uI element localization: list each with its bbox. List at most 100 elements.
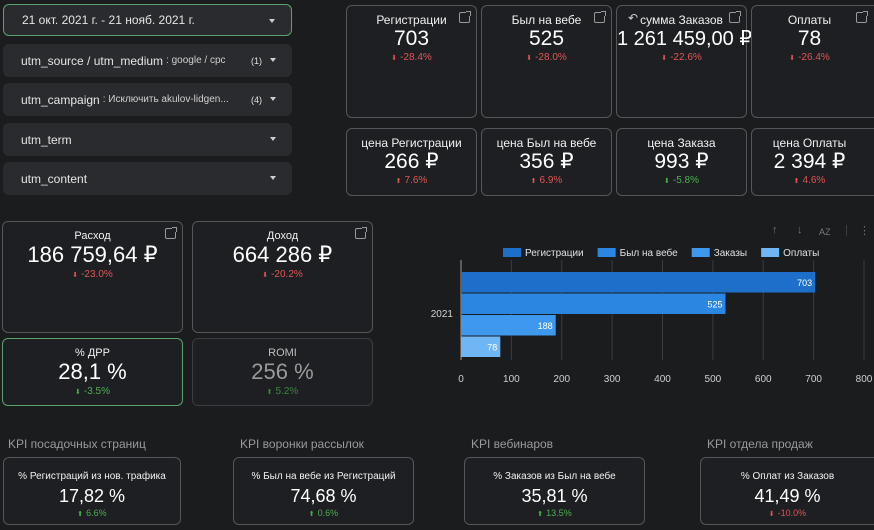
kpi-card-landing[interactable]: % Регистраций из нов. трафика 17,82 % 6.… — [3, 457, 181, 525]
x-tick-label: 800 — [856, 374, 873, 385]
chevron-down-icon — [270, 58, 276, 62]
legend-label: Был на вебе — [620, 247, 678, 259]
explore-icon[interactable] — [856, 11, 868, 23]
metric-title: % ДРР — [75, 347, 110, 359]
explore-icon[interactable] — [165, 227, 177, 239]
x-tick-label: 700 — [805, 374, 822, 385]
metric-delta: 7.6% — [347, 175, 476, 186]
chevron-down-icon — [270, 97, 276, 101]
x-tick-label: 200 — [553, 374, 570, 385]
metric-card-registrations[interactable]: Регистрации 703 -28.4% — [346, 5, 477, 118]
x-tick-label: 300 — [604, 374, 621, 385]
metric-title: цена Заказа — [647, 136, 716, 150]
kpi-title: % Регистраций из нов. трафика — [18, 471, 166, 482]
metric-delta: 4.6% — [752, 175, 867, 186]
metric-title: цена Был на вебе — [496, 136, 597, 150]
legend-label: Оплаты — [783, 248, 819, 259]
legend-label: Заказы — [714, 248, 747, 259]
metric-delta: -28.4% — [347, 52, 476, 63]
metric-card-attended[interactable]: Был на вебе 525 -28.0% — [481, 5, 612, 118]
date-range-label: 21 окт. 2021 г. - 21 нояб. 2021 г. — [22, 13, 195, 27]
kpi-section-label: KPI вебинаров — [471, 437, 554, 451]
metric-card-romi[interactable]: ROMI 256 % 5.2% — [192, 338, 373, 406]
explore-icon[interactable] — [355, 227, 367, 239]
y-category-label: 2021 — [431, 309, 454, 320]
kpi-delta: 13.5% — [465, 508, 644, 518]
kpi-card-webinars[interactable]: % Заказов из Был на вебе 35,81 % 13.5% — [464, 457, 645, 525]
x-tick-label: 0 — [458, 374, 464, 385]
metric-value: 266 ₽ — [384, 150, 439, 173]
metric-value: 28,1 % — [58, 359, 127, 384]
more-options-icon[interactable]: ⋮ — [859, 225, 870, 237]
metric-card-drr[interactable]: % ДРР 28,1 % -3.5% — [2, 338, 183, 406]
metric-card-price-order[interactable]: цена Заказа 993 ₽ -5.8% — [616, 128, 747, 196]
metric-value: 186 759,64 ₽ — [27, 242, 158, 267]
metric-delta: -23.0% — [3, 269, 182, 280]
metric-card-orders-sum[interactable]: сумма Заказов 1 261 459,00 ₽ -22.6% — [616, 5, 753, 118]
x-tick-label: 100 — [503, 374, 520, 385]
utm-campaign-filter[interactable]: utm_campaign : Исключить akulov-lidgen..… — [3, 83, 292, 116]
kpi-delta: -10.0% — [701, 508, 874, 518]
metric-value: 2 394 ₽ — [773, 150, 846, 173]
utm-content-filter[interactable]: utm_content — [3, 162, 292, 195]
x-tick-label: 500 — [705, 374, 722, 385]
metric-delta: -5.8% — [617, 175, 746, 186]
kpi-section-label: KPI посадочных страниц — [8, 437, 146, 451]
legend-swatch — [691, 248, 710, 257]
x-tick-label: 400 — [654, 374, 671, 385]
metric-value: 78 — [797, 27, 822, 50]
metric-title: Оплаты — [787, 13, 832, 27]
metric-delta: -3.5% — [3, 386, 182, 397]
metric-value: 256 % — [251, 359, 314, 384]
explore-icon[interactable] — [729, 11, 741, 23]
metric-card-income[interactable]: Доход 664 286 ₽ -20.2% — [192, 221, 373, 333]
utm-term-filter[interactable]: utm_term — [3, 123, 292, 156]
metric-value: 993 ₽ — [654, 150, 709, 173]
sort-up-icon[interactable]: ↑ — [772, 224, 778, 236]
kpi-card-mailing[interactable]: % Был на вебе из Регистраций 74,68 % 0.6… — [233, 457, 414, 525]
metric-value: 525 — [528, 27, 565, 50]
utm-source-medium-filter[interactable]: utm_source / utm_medium : google / cpc (… — [3, 44, 292, 77]
metric-title: Был на вебе — [511, 13, 582, 27]
kpi-card-sales[interactable]: % Оплат из Заказов 41,49 % -10.0% — [700, 457, 874, 525]
sort-az-button[interactable]: AZ — [819, 227, 831, 237]
filter-count: (4) — [247, 94, 262, 105]
bar-value-label: 78 — [487, 343, 497, 353]
undo-icon[interactable]: ↶ — [628, 11, 639, 25]
kpi-value: 17,82 % — [58, 486, 126, 506]
explore-icon[interactable] — [594, 11, 606, 23]
kpi-title: % Оплат из Заказов — [740, 471, 835, 482]
filter-count: (1) — [251, 55, 262, 66]
sort-down-icon[interactable]: ↓ — [797, 224, 803, 236]
bar-value-label: 525 — [707, 300, 722, 310]
metric-card-price-attended[interactable]: цена Был на вебе 356 ₽ 6.9% — [481, 128, 612, 196]
metric-delta: -26.4% — [752, 52, 867, 63]
toolbar-divider: | — [845, 224, 848, 236]
metric-title: сумма Заказов — [640, 13, 723, 27]
date-range-filter[interactable]: 21 окт. 2021 г. - 21 нояб. 2021 г. — [3, 4, 292, 36]
filter-label: utm_campaign — [21, 92, 100, 107]
metric-card-price-payment[interactable]: цена Оплаты 2 394 ₽ 4.6% — [751, 128, 874, 196]
metric-value: 1 261 459,00 ₽ — [617, 28, 753, 50]
metric-value: 356 ₽ — [519, 150, 574, 173]
kpi-delta: 6.6% — [4, 508, 180, 518]
metric-title: ROMI — [268, 347, 297, 359]
metric-title: цена Регистрации — [361, 136, 462, 150]
bar-value-label: 188 — [538, 321, 553, 331]
bar-chart: 0 100 200 300 400 500 600 700 800 Регистрации Был … — [431, 247, 873, 385]
metric-delta: -28.0% — [482, 52, 611, 63]
metric-card-payments[interactable]: Оплаты 78 -26.4% — [751, 5, 874, 118]
chevron-down-icon — [269, 19, 275, 23]
metric-title: Доход — [266, 230, 299, 242]
metric-title: Регистрации — [376, 13, 447, 27]
metric-value: 664 286 ₽ — [232, 242, 333, 267]
metric-delta: -20.2% — [193, 269, 372, 280]
kpi-delta: 0.6% — [234, 508, 413, 518]
filter-label: utm_source / utm_medium — [21, 53, 164, 68]
metric-card-price-registration[interactable]: цена Регистрации 266 ₽ 7.6% — [346, 128, 477, 196]
kpi-section-label: KPI отдела продаж — [707, 437, 813, 451]
explore-icon[interactable] — [459, 11, 471, 23]
metric-card-expense[interactable]: Расход 186 759,64 ₽ -23.0% — [2, 221, 183, 333]
metric-title: Расход — [74, 230, 111, 242]
legend-swatch — [761, 248, 780, 257]
